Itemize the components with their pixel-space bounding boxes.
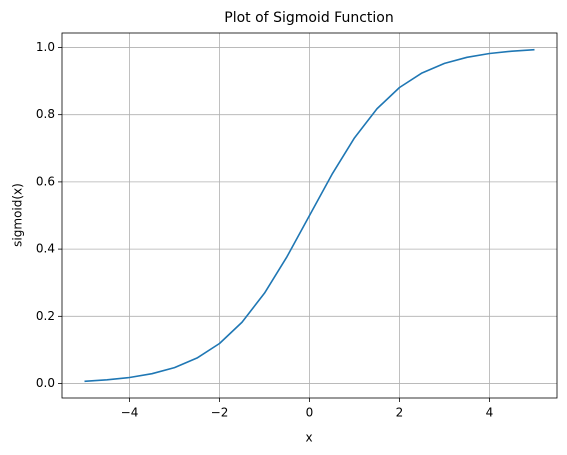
- plot-frame: [61, 32, 558, 399]
- y-tick-label: 0.8: [36, 107, 55, 121]
- x-tick-label: −2: [211, 406, 229, 420]
- x-tick-label: 2: [396, 406, 404, 420]
- x-tick-label: 0: [306, 406, 314, 420]
- y-axis-label: sigmoid(x): [11, 183, 25, 247]
- y-tick-label: 0.6: [36, 174, 55, 188]
- y-tick-label: 0.2: [36, 309, 55, 323]
- x-axis-label: x: [305, 431, 312, 445]
- line: [84, 48, 535, 383]
- y-tick-label: 1.0: [36, 40, 55, 54]
- y-tick-label: 0.0: [36, 376, 55, 390]
- x-tick-label: −4: [121, 406, 139, 420]
- y-tick-label: 0.4: [36, 242, 55, 256]
- chart-title: Plot of Sigmoid Function: [224, 10, 393, 26]
- x-tick-label: 4: [486, 406, 494, 420]
